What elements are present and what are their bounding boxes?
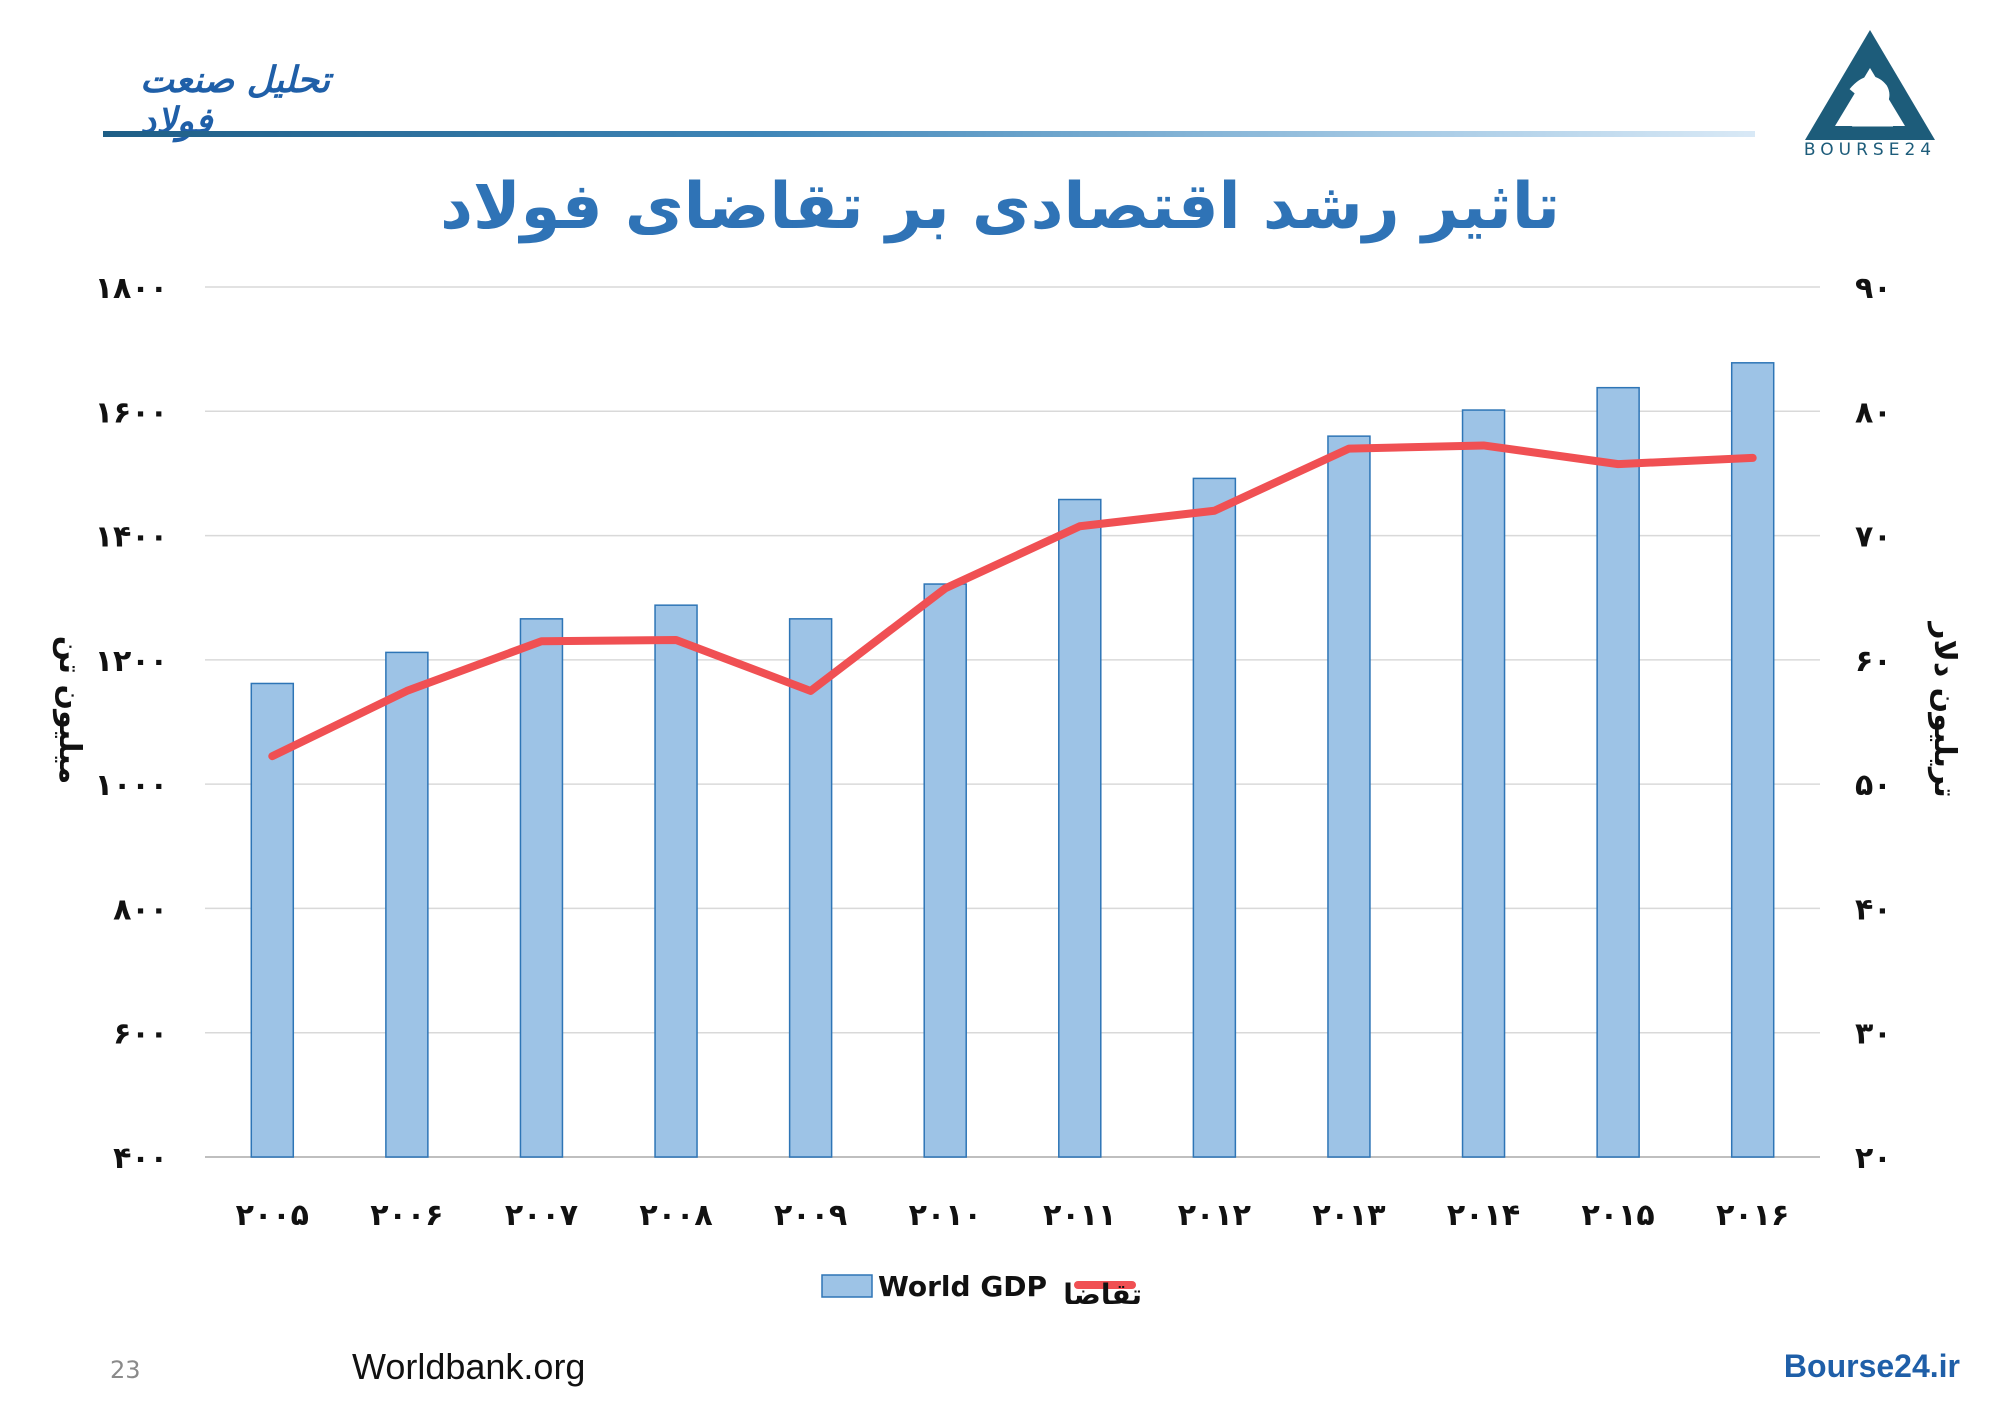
gdp-bar	[385, 651, 429, 1158]
legend-label-gdp: World GDP	[878, 1270, 1047, 1303]
demand-series-line	[268, 441, 1757, 761]
right-tick-label: ۲۰	[1855, 1141, 1892, 1176]
legend-swatch-gdp	[821, 1274, 873, 1298]
gdp-bar	[1192, 477, 1237, 1158]
left-tick-label: ۱۰۰۰	[95, 768, 168, 803]
gdp-bar	[1327, 435, 1371, 1158]
x-tick-label: ۲۰۱۲	[1178, 1198, 1251, 1233]
gdp-bar	[923, 583, 967, 1158]
header-divider	[103, 131, 1755, 137]
legend: World GDP تقاضا	[821, 1270, 1142, 1311]
x-tick-label: ۲۰۱۱	[1043, 1198, 1116, 1233]
gdp-bar	[1461, 409, 1506, 1158]
gdp-bar	[1596, 386, 1640, 1158]
left-tick-label: ۱۴۰۰	[95, 520, 168, 555]
left-tick-label: ۸۰۰	[113, 892, 168, 927]
bourse24-logo-icon	[1805, 30, 1935, 140]
x-tick-label: ۲۰۰۵	[236, 1198, 309, 1233]
source-label: Worldbank.org	[352, 1346, 586, 1387]
left-tick-label: ۱۲۰۰	[95, 644, 168, 679]
gdp-bars	[250, 362, 1775, 1158]
brand-text: تحلیل صنعت فولاد	[140, 60, 330, 142]
x-tick-label: ۲۰۱۳	[1312, 1198, 1385, 1233]
logo-text: BOURSE24	[1803, 140, 1937, 160]
x-tick-label: ۲۰۱۶	[1716, 1198, 1789, 1233]
right-tick-label: ۳۰	[1855, 1017, 1892, 1052]
right-tick-label: ۶۰	[1855, 644, 1892, 679]
left-tick-label: ۱۶۰۰	[95, 395, 168, 430]
x-tick-label: ۲۰۰۸	[639, 1198, 712, 1233]
right-tick-label: ۵۰	[1855, 768, 1892, 803]
demand-line	[268, 441, 1757, 761]
site-link[interactable]: Bourse24.ir	[1783, 1348, 1960, 1384]
gdp-bar	[1730, 362, 1775, 1158]
x-axis-ticks: ۲۰۰۵ ۲۰۰۶ ۲۰۰۷ ۲۰۰۸ ۲۰۰۹ ۲۰۱۰ ۲۰۱۱ ۲۰۱۲ ۲۰۱۳ ۲۰۱۴…	[236, 1198, 1790, 1233]
right-tick-label: ۴۰	[1855, 892, 1892, 927]
left-tick-label: ۴۰۰	[113, 1141, 168, 1176]
right-tick-label: ۷۰	[1855, 520, 1892, 555]
gdp-bar	[250, 682, 295, 1158]
right-tick-label: ۹۰	[1855, 271, 1892, 306]
chart-title: تاثیر رشد اقتصادی بر تقاضای فولاد	[440, 170, 1560, 244]
right-axis-ticks: ۲۰ ۳۰ ۴۰ ۵۰ ۶۰ ۷۰ ۸۰ ۹۰	[1855, 271, 1892, 1176]
gridlines	[205, 286, 1820, 1158]
left-tick-label: ۶۰۰	[113, 1017, 168, 1052]
x-tick-label: ۲۰۱۴	[1447, 1198, 1520, 1233]
right-axis-title: تریلیون دلار	[1927, 620, 1962, 798]
x-tick-label: ۲۰۰۶	[370, 1198, 443, 1233]
x-tick-label: ۲۰۰۹	[774, 1198, 847, 1233]
x-tick-label: ۲۰۰۷	[505, 1198, 578, 1233]
right-tick-label: ۸۰	[1855, 395, 1892, 430]
gdp-bar	[654, 604, 698, 1158]
legend-label-demand: تقاضا	[1063, 1278, 1142, 1311]
left-axis-title: میلیون تن	[52, 636, 87, 784]
left-axis-ticks: ۴۰۰ ۶۰۰ ۸۰۰ ۱۰۰۰ ۱۲۰۰ ۱۴۰۰ ۱۶۰۰ ۱۸۰۰	[95, 271, 168, 1176]
gdp-bar	[1058, 498, 1102, 1158]
gdp-bar	[788, 618, 833, 1158]
x-tick-label: ۲۰۱۰	[909, 1198, 982, 1233]
gdp-bar	[519, 618, 564, 1158]
page-number: 23	[110, 1356, 141, 1384]
left-tick-label: ۱۸۰۰	[95, 271, 168, 306]
x-tick-label: ۲۰۱۵	[1582, 1198, 1655, 1233]
